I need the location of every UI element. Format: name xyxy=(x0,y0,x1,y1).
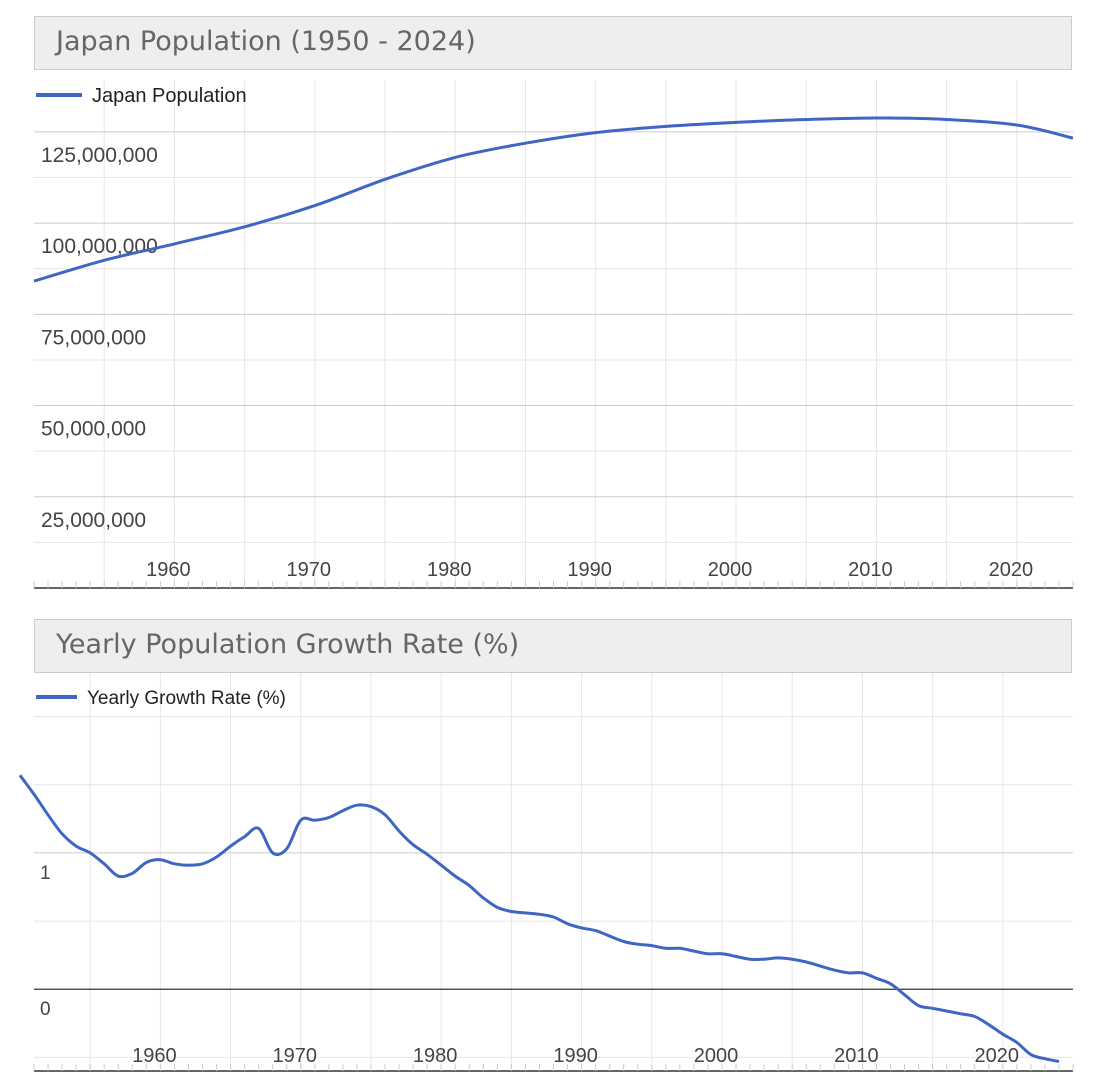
x-tick-label: 1970 xyxy=(287,559,332,581)
legend-label: Japan Population xyxy=(92,85,247,107)
population-chart-plot: 25,000,000 50,000,000 75,000,000 100,000,00… xyxy=(33,80,1074,589)
x-tick-label: 2010 xyxy=(848,559,893,581)
x-tick-label: 1960 xyxy=(146,559,191,581)
x-tick-label: 1980 xyxy=(413,1045,458,1067)
x-tick-label: 2000 xyxy=(708,559,753,581)
y-tick-label: 125,000,000 xyxy=(41,144,158,167)
growth-rate-chart: Yearly Population Growth Rate (%) 1 0 1960… xyxy=(0,600,1100,1091)
population-chart-title-bar: Japan Population (1950 - 2024) xyxy=(34,16,1072,70)
x-tick-label: 1980 xyxy=(427,559,472,581)
series-line xyxy=(18,774,1060,1063)
x-tick-label: 1990 xyxy=(567,559,612,581)
population-chart: Japan Population (1950 - 2024) 25,000,00… xyxy=(33,16,1074,589)
y-tick-label: 75,000,000 xyxy=(41,326,146,349)
legend-label: Yearly Growth Rate (%) xyxy=(87,688,286,709)
growth-rate-chart-title-bar: Yearly Population Growth Rate (%) xyxy=(34,619,1072,673)
x-tick-label: 1960 xyxy=(132,1045,177,1067)
growth-rate-chart-title: Yearly Population Growth Rate (%) xyxy=(56,629,520,660)
y-tick-label: 25,000,000 xyxy=(41,509,146,532)
x-tick-label: 2000 xyxy=(694,1045,739,1067)
x-tick-label: 2020 xyxy=(989,559,1034,581)
x-tick-label: 2010 xyxy=(834,1045,879,1067)
growth-rate-chart-plot: 1 0 1960 1970 1980 1990 2000 2010 2020 Yearly Gro… xyxy=(18,673,1074,1072)
y-tick-label: 100,000,000 xyxy=(41,235,158,258)
y-tick-label: 0 xyxy=(40,999,51,1020)
population-chart-title: Japan Population (1950 - 2024) xyxy=(56,26,476,57)
y-tick-label: 50,000,000 xyxy=(41,418,146,441)
x-tick-label: 1970 xyxy=(273,1045,318,1067)
x-tick-label: 1990 xyxy=(553,1045,598,1067)
y-tick-label: 1 xyxy=(40,863,51,884)
x-tick-label: 2020 xyxy=(975,1045,1020,1067)
series-line xyxy=(33,116,1074,283)
